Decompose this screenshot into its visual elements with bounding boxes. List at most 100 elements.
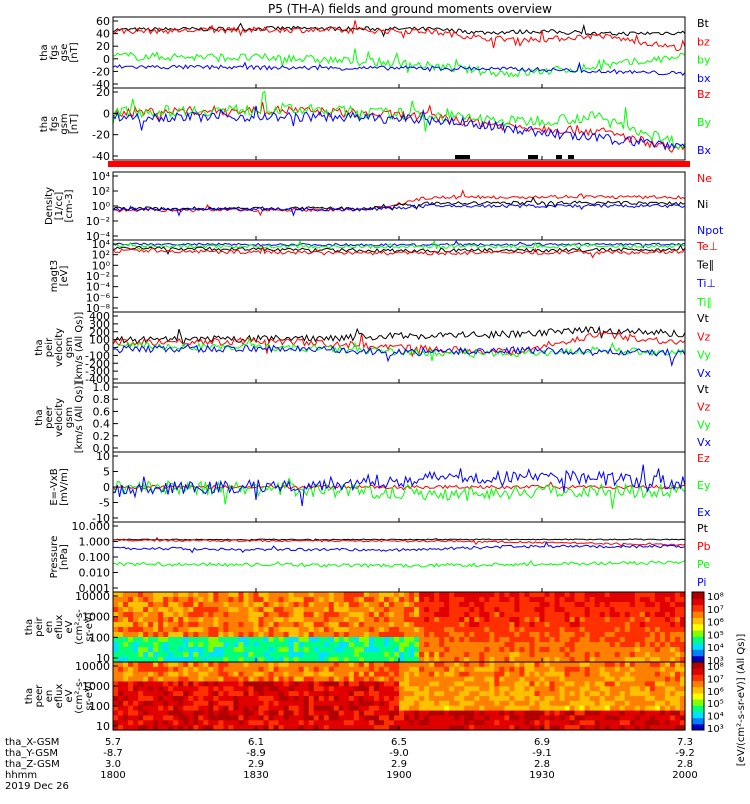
spectrogram-cell xyxy=(208,612,214,618)
spectrogram-cell xyxy=(509,715,516,721)
spectrogram-cell xyxy=(143,662,149,668)
spectrogram-cell xyxy=(168,592,174,598)
spectrogram-cell xyxy=(368,637,375,643)
spectrogram-cell xyxy=(288,671,295,678)
spectrogram-cell xyxy=(143,637,149,643)
spectrogram-cell xyxy=(138,652,144,658)
spectrogram-cell xyxy=(158,691,164,697)
spectrogram-cell xyxy=(148,627,154,633)
spectrogram-cell xyxy=(489,657,495,663)
spectrogram-cell xyxy=(188,632,194,638)
spectrogram-cell xyxy=(429,597,435,603)
spectrogram-cell xyxy=(213,725,219,731)
spectrogram-cell xyxy=(469,617,475,623)
spectrogram-cell xyxy=(569,705,576,712)
spectrogram-cell xyxy=(283,720,290,726)
colorbar-tick-label: 10³ xyxy=(707,656,724,667)
spectrogram-cell xyxy=(228,725,235,731)
spectrogram-cell xyxy=(624,710,631,717)
spectrogram-cell xyxy=(388,681,395,687)
spectrogram-cell xyxy=(474,607,480,613)
spectrogram-cell xyxy=(644,657,651,663)
spectrogram-cell xyxy=(434,652,440,658)
spectrogram-cell xyxy=(218,671,224,678)
spectrogram-cell xyxy=(268,627,275,633)
spectrogram-cell xyxy=(383,676,390,683)
spectrogram-cell xyxy=(298,720,305,726)
spectrogram-cell xyxy=(404,666,410,673)
spectrogram-cell xyxy=(343,637,350,643)
spectrogram-cell xyxy=(524,686,531,692)
spectrogram-cell xyxy=(233,657,240,663)
spectrogram-cell xyxy=(464,597,470,603)
spectrogram-cell xyxy=(363,617,370,623)
spectrogram-cell xyxy=(243,725,250,731)
spectrogram-cell xyxy=(203,686,209,692)
spectrogram-cell xyxy=(153,647,159,653)
spectrogram-cell xyxy=(113,686,119,692)
spectrogram-cell xyxy=(383,602,390,608)
spectrogram-cell xyxy=(584,637,591,643)
spectrogram-cell xyxy=(173,681,179,687)
spectrogram-cell xyxy=(343,696,350,702)
spectrogram-cell xyxy=(564,710,571,717)
spectrogram-cell xyxy=(138,592,144,598)
spectrogram-cell xyxy=(113,632,119,638)
spectrogram-cell xyxy=(569,662,576,668)
spectrogram-cell xyxy=(228,686,235,692)
spectrogram-cell xyxy=(123,617,129,623)
spectrogram-cell xyxy=(288,622,295,628)
spectrogram-cell xyxy=(524,671,531,678)
spectrogram-cell xyxy=(303,617,310,623)
spectrogram-cell xyxy=(489,652,495,658)
spectrogram-cell xyxy=(509,622,516,628)
spectrogram-cell xyxy=(318,602,325,608)
y-tick-label: 10⁻² xyxy=(86,270,110,283)
spectrogram-cell xyxy=(579,642,586,648)
spectrogram-cell xyxy=(444,715,450,721)
spectrogram-cell xyxy=(469,627,475,633)
spectrogram-cell xyxy=(328,681,335,687)
spectrogram-cell xyxy=(474,662,480,668)
spectrogram-cell xyxy=(469,700,475,707)
spectrogram-cell xyxy=(368,705,375,712)
spectrogram-cell xyxy=(404,725,410,731)
spectrogram-cell xyxy=(644,681,651,687)
spectrogram-cell xyxy=(564,622,571,628)
spectrogram-cell xyxy=(283,597,290,603)
spectrogram-cell xyxy=(629,676,636,683)
spectrogram-cell xyxy=(469,725,475,731)
spectrogram-cell xyxy=(474,597,480,603)
spectrogram-cell xyxy=(363,662,370,668)
spectrogram-cell xyxy=(373,676,380,683)
spectrogram-cell xyxy=(133,705,139,712)
spectrogram-cell xyxy=(579,705,586,712)
spectrogram-cell xyxy=(113,622,119,628)
spectrogram-cell xyxy=(133,725,139,731)
spectrogram-cell xyxy=(113,696,119,702)
spectrogram-cell xyxy=(213,597,219,603)
spectrogram-cell xyxy=(404,622,410,628)
spectrogram-cell xyxy=(148,622,154,628)
spectrogram-cell xyxy=(399,632,405,638)
spectrogram-cell xyxy=(609,602,616,608)
spectrogram-cell xyxy=(343,691,350,697)
spectrogram-cell xyxy=(318,637,325,643)
spectrogram-cell xyxy=(313,612,320,618)
spectrogram-cell xyxy=(504,676,510,683)
spectrogram-cell xyxy=(524,602,531,608)
y-tick-label: 60 xyxy=(96,15,110,28)
spectrogram-cell xyxy=(674,627,681,633)
y-axis-label: en xyxy=(44,621,55,634)
spectrogram-cell xyxy=(148,720,154,726)
spectrogram-cell xyxy=(128,627,134,633)
spectrogram-cell xyxy=(358,612,365,618)
spectrogram-cell xyxy=(519,710,526,717)
series-line-Pt xyxy=(113,538,686,542)
spectrogram-cell xyxy=(529,657,536,663)
spectrogram-cell xyxy=(589,607,596,613)
spectrogram-cell xyxy=(514,696,521,702)
spectrogram-cell xyxy=(303,681,310,687)
spectrogram-cell xyxy=(373,657,380,663)
spectrogram-cell xyxy=(559,662,566,668)
